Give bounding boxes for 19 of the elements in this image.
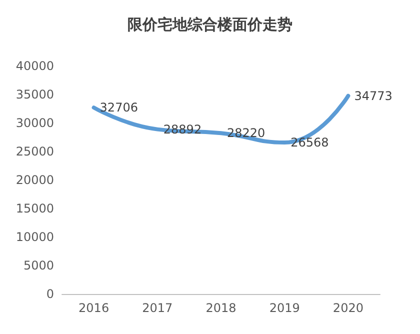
data-label: 34773 xyxy=(354,88,392,103)
y-tick-label: 30000 xyxy=(16,116,54,130)
y-tick-label: 20000 xyxy=(16,173,54,187)
x-tick-label: 2019 xyxy=(269,301,300,315)
y-tick-label: 40000 xyxy=(16,59,54,73)
y-tick-label: 25000 xyxy=(16,144,54,158)
line-series xyxy=(92,94,350,145)
x-tick-label: 2016 xyxy=(78,301,110,315)
y-tick-label: 10000 xyxy=(16,230,54,244)
y-tick-label: 5000 xyxy=(23,258,54,272)
x-tick-label: 2020 xyxy=(332,301,364,315)
y-tick-label: 15000 xyxy=(16,202,54,216)
data-label: 26568 xyxy=(290,136,329,150)
y-tick-label: 35000 xyxy=(16,88,54,102)
chart-title: 限价宅地综合楼面价走势 xyxy=(128,16,292,34)
y-tick-label: 0 xyxy=(46,287,54,301)
data-label: 32706 xyxy=(100,100,138,115)
x-tick-label: 2017 xyxy=(142,301,173,315)
x-tick-label: 2018 xyxy=(206,301,236,315)
